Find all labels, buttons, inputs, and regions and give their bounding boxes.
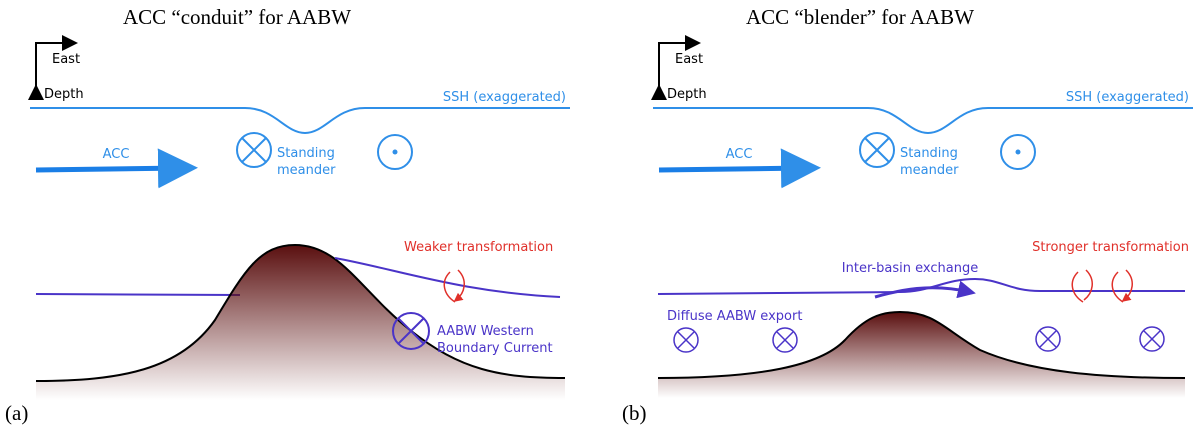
meander-into: [236, 132, 272, 168]
east-label: East: [675, 52, 703, 67]
panel-b: ACC “blender” for AABW East Depth SSH (e…: [622, 5, 1193, 425]
wbc-into: [392, 312, 430, 350]
exchange-label: Inter-basin exchange: [842, 261, 978, 276]
isopycnal: [334, 257, 561, 298]
export-into: [673, 326, 1165, 353]
transformation-label: Weaker transformation: [404, 240, 553, 255]
ridge-fill: [36, 245, 565, 400]
ssh-line: [653, 107, 1193, 135]
current-label: Boundary Current: [437, 341, 553, 356]
ssh-line: [30, 107, 570, 135]
export-label: Diffuse AABW export: [667, 309, 802, 324]
meander-label: meander: [277, 163, 336, 178]
transformation-label: Stronger transformation: [1032, 240, 1189, 255]
ridge-fill: [658, 312, 1185, 398]
panel-a: ACC “conduit” for AABW East Depth SSH (e…: [5, 5, 570, 425]
title: ACC “blender” for AABW: [746, 5, 974, 29]
meander-label: Standing: [277, 146, 335, 161]
depth-label: Depth: [44, 87, 84, 102]
isopycnal: [657, 277, 1185, 295]
meander-out: [377, 134, 413, 170]
ridge: [35, 243, 566, 382]
title: ACC “conduit” for AABW: [123, 5, 351, 29]
ridge: [657, 310, 1186, 379]
meander-label: meander: [900, 163, 959, 178]
ssh-label: SSH (exaggerated): [1066, 90, 1189, 105]
isopycnal: [35, 293, 241, 296]
meander-label: Standing: [900, 146, 958, 161]
meander-into: [859, 132, 895, 168]
exchange-arrow: [874, 280, 976, 299]
acc-arrow: [35, 148, 198, 189]
transformation-arrows: [443, 269, 465, 302]
meander-out: [1000, 134, 1036, 170]
acc-arrow: [658, 148, 821, 189]
acc-label: ACC: [103, 147, 130, 162]
panel-label: (a): [5, 401, 28, 425]
ssh-label: SSH (exaggerated): [443, 90, 566, 105]
east-label: East: [52, 52, 80, 67]
acc-label: ACC: [726, 147, 753, 162]
axes-arrows: [28, 35, 78, 100]
current-label: AABW Western: [437, 324, 534, 339]
transformation-arrows: [1071, 269, 1133, 302]
depth-label: Depth: [667, 87, 707, 102]
axes-arrows: [651, 35, 701, 100]
panel-label: (b): [622, 401, 647, 425]
